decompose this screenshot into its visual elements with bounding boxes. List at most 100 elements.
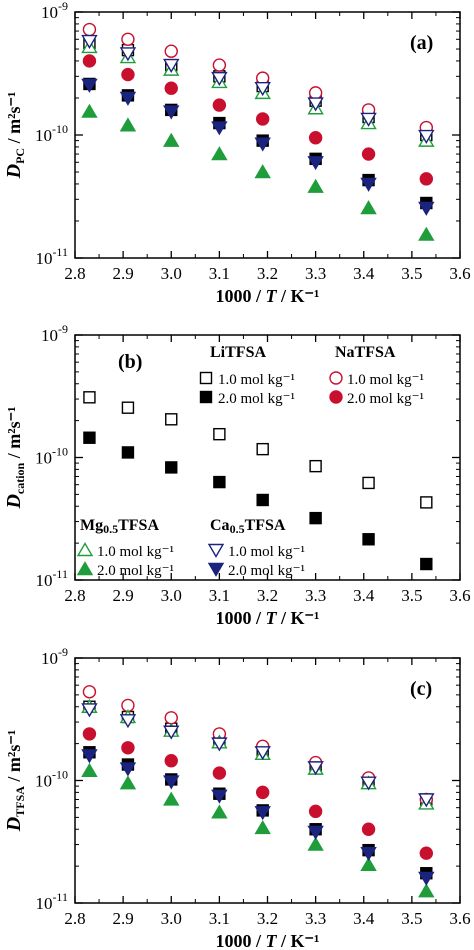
- data-point: [119, 47, 137, 62]
- x-tick-label: 3.0: [161, 264, 182, 283]
- x-tick-label: 2.9: [113, 909, 134, 928]
- data-point: [362, 533, 375, 546]
- data-point: [119, 775, 137, 790]
- series-Li1: [83, 391, 433, 509]
- x-tick-label: 3.0: [161, 909, 182, 928]
- legend-label-na-2: 2.0 mol kg⁻¹: [347, 391, 424, 407]
- series-Li1: [83, 36, 433, 142]
- series-Mg2: [81, 762, 435, 898]
- data-point: [361, 822, 376, 836]
- data-point: [254, 746, 271, 761]
- data-point: [360, 177, 377, 192]
- x-tick-label: 3.3: [305, 586, 326, 605]
- data-point: [121, 401, 135, 414]
- data-point: [165, 461, 178, 474]
- data-point: [82, 727, 97, 741]
- data-point: [256, 442, 269, 456]
- series-Ca1: [81, 703, 435, 808]
- data-point: [418, 871, 435, 886]
- data-point: [81, 103, 98, 118]
- data-point: [308, 131, 323, 145]
- legend-marker-na-2: [329, 390, 343, 404]
- y-tick-label: 10-10: [35, 768, 68, 791]
- x-tick-label: 3.5: [401, 909, 422, 928]
- data-point: [119, 762, 137, 777]
- data-point: [211, 804, 228, 819]
- data-point: [211, 789, 228, 804]
- data-point: [81, 78, 98, 93]
- x-tick-label: 3.6: [449, 909, 470, 928]
- data-point: [211, 146, 228, 161]
- data-point: [81, 703, 98, 718]
- y-axis-label: DPC / m²s⁻¹: [3, 92, 27, 180]
- data-point: [81, 34, 98, 49]
- data-point: [419, 846, 434, 860]
- chart-panel-1: 2.8 2.9 3.0 3.1 3.2 3.3 3.4 3.5 3.6 10-9 10-10 10-1…: [3, 0, 471, 306]
- data-point: [309, 459, 322, 473]
- y-tick-label: 10-9: [41, 0, 68, 22]
- legend-marker-li-2: [199, 390, 213, 404]
- x-tick-label: 2.8: [64, 586, 85, 605]
- data-point: [362, 476, 375, 490]
- data-point: [418, 129, 435, 144]
- data-point: [256, 493, 269, 507]
- data-point: [254, 820, 271, 835]
- data-point: [418, 201, 435, 216]
- data-point: [81, 762, 98, 778]
- x-tick-label: 3.4: [353, 909, 375, 928]
- y-tick-label: 10-10: [35, 445, 68, 468]
- data-point: [360, 200, 377, 215]
- x-tick-label: 3.4: [353, 264, 375, 283]
- panel-label: (b): [118, 351, 142, 373]
- legend: LiTFSA 1.0 mol kg⁻¹ 2.0 mol kg⁻¹ NaTFSA 1.0 …: [76, 344, 424, 579]
- data-point: [307, 825, 324, 840]
- data-point: [82, 685, 97, 699]
- data-point: [164, 754, 178, 768]
- data-point: [163, 775, 180, 790]
- legend-label-ca-1: 1.0 mol kg⁻¹: [228, 544, 305, 560]
- series-Na2: [82, 727, 434, 860]
- series-Li2: [83, 431, 433, 571]
- data-point: [83, 431, 96, 444]
- data-point: [163, 791, 180, 806]
- series-Li2: [83, 746, 433, 880]
- data-point: [121, 67, 135, 82]
- data-point: [307, 97, 324, 112]
- data-point: [163, 58, 180, 74]
- x-tick-label: 3.1: [209, 586, 230, 605]
- y-axis-label: Dcation / m²s⁻¹: [3, 406, 27, 509]
- x-tick-label: 3.0: [161, 586, 182, 605]
- panel-label: (a): [410, 32, 433, 54]
- legend-marker-na-1: [329, 371, 343, 385]
- data-point: [254, 164, 271, 179]
- data-point: [164, 711, 178, 725]
- data-point: [82, 22, 97, 37]
- data-point: [212, 98, 227, 112]
- legend-head-ca: Ca0.5TFSA: [210, 517, 286, 536]
- y-tick-label: 10-9: [41, 645, 68, 668]
- chart-panel-2: 2.8 2.9 3.0 3.1 3.2 3.3 3.4 3.5 3.6 10-9 10-10 10-1…: [3, 322, 471, 628]
- x-axis-label: 1000 / T / K⁻¹: [216, 608, 320, 628]
- data-point: [212, 58, 227, 72]
- x-tick-label: 2.8: [64, 264, 85, 283]
- legend-marker-ca-1: [207, 543, 225, 558]
- data-point: [418, 883, 435, 898]
- x-tick-label: 2.8: [64, 909, 85, 928]
- data-point: [121, 32, 135, 46]
- data-point: [211, 737, 228, 752]
- data-point: [361, 147, 376, 161]
- data-point: [81, 749, 98, 764]
- data-point: [83, 391, 96, 404]
- data-point: [307, 836, 324, 851]
- x-tick-label: 3.3: [305, 264, 326, 283]
- data-point: [308, 804, 323, 819]
- legend-head-natfsa: NaTFSA: [335, 344, 396, 361]
- legend-head-mg: Mg0.5TFSA: [80, 517, 159, 536]
- data-point: [360, 846, 377, 862]
- legend-label-mg-1: 1.0 mol kg⁻¹: [97, 544, 174, 560]
- x-tick-label: 3.5: [401, 586, 422, 605]
- data-point: [82, 54, 97, 68]
- data-point: [418, 793, 435, 808]
- x-tick-label: 3.6: [449, 264, 470, 283]
- data-point: [255, 785, 270, 800]
